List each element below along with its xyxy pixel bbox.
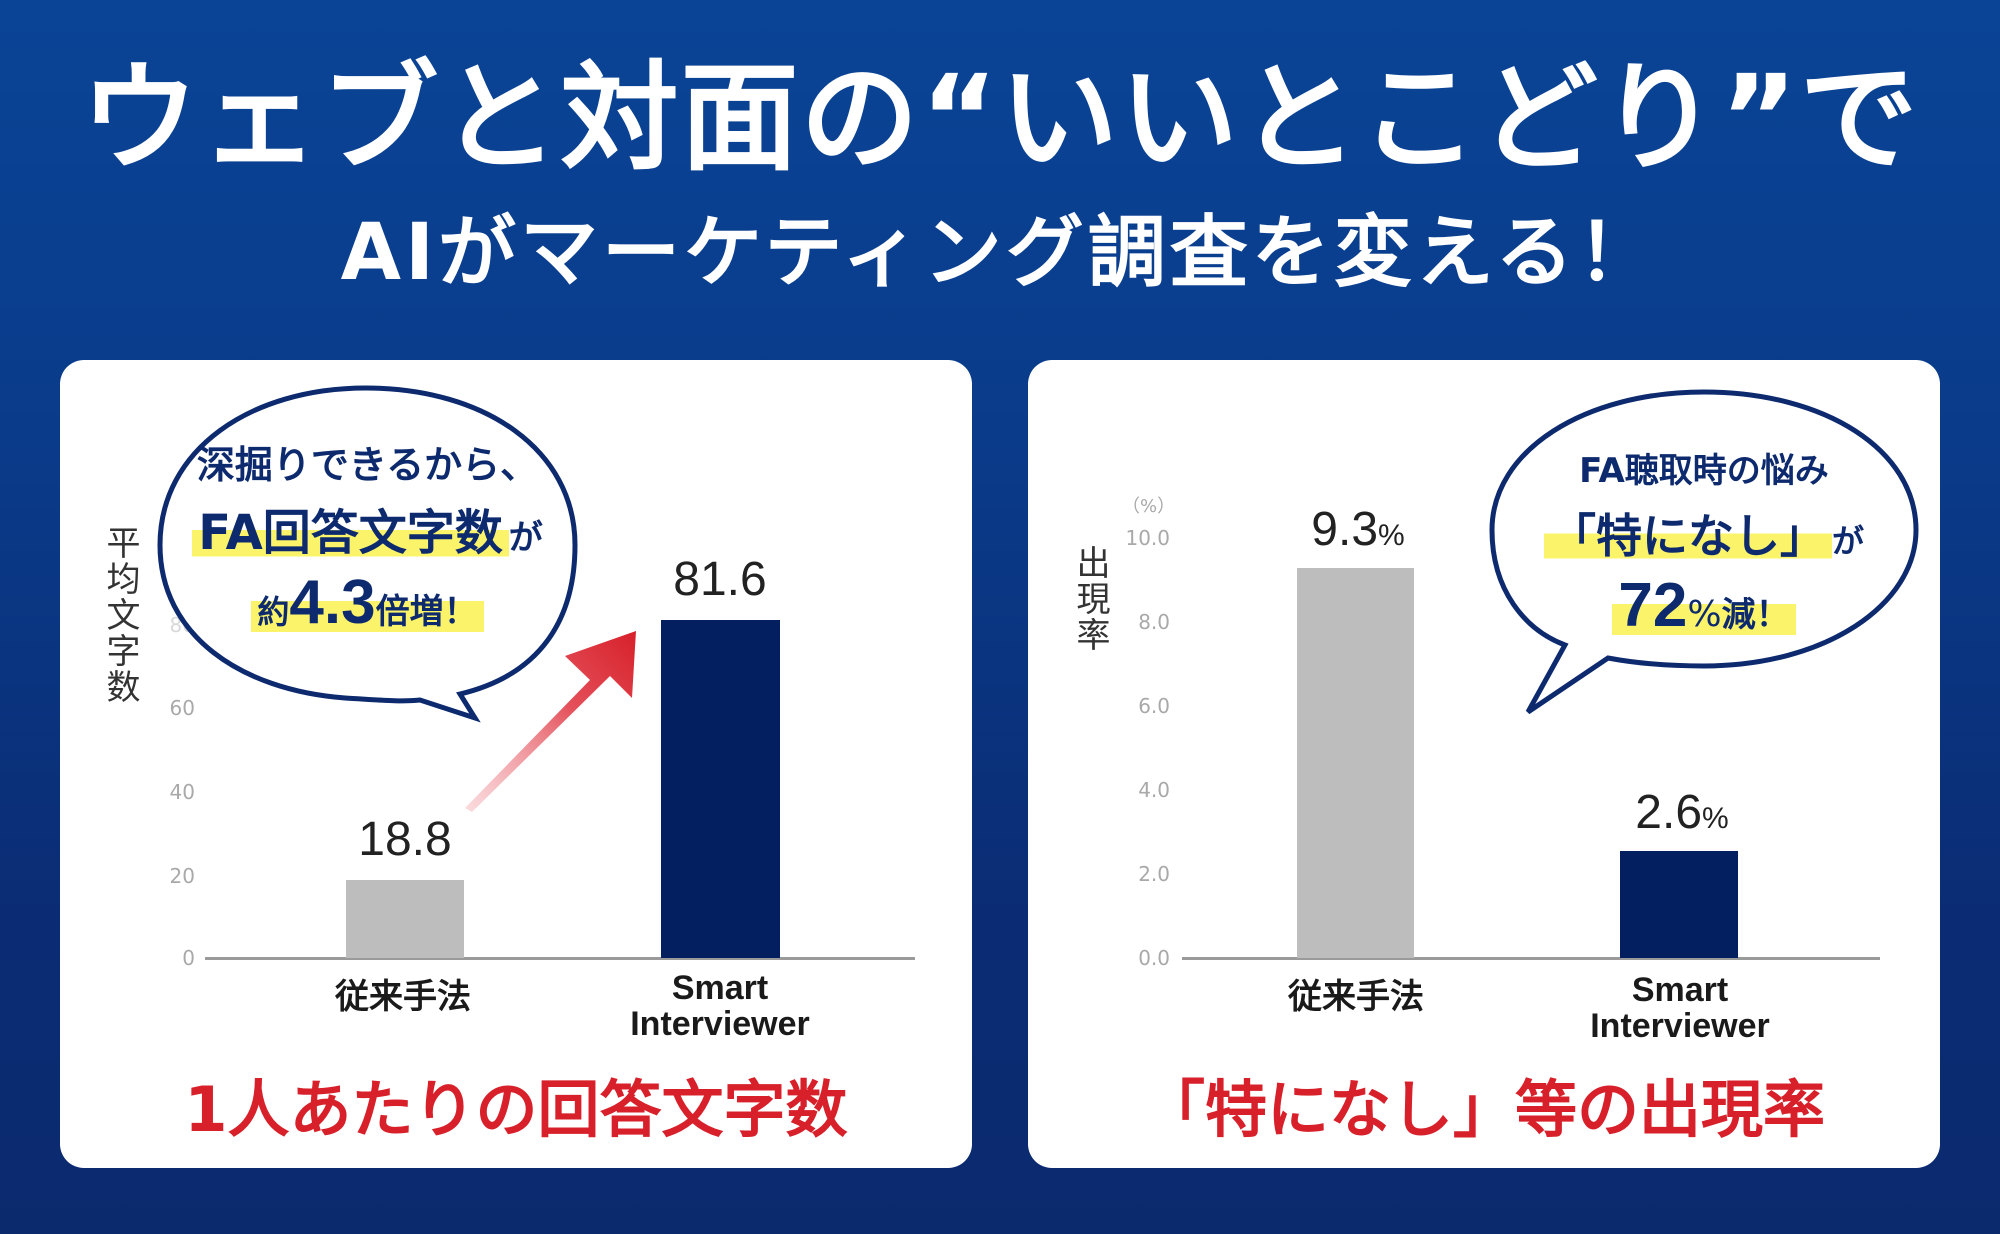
headline-main: ウェブと対面の“いいとこどり”で: [80, 49, 1920, 187]
value-unit: %: [1378, 519, 1405, 552]
caption-left: 1人あたりの回答文字数: [184, 1073, 848, 1146]
bubble-right-line1: FA聴取時の悩み: [1579, 451, 1829, 491]
bar-value-conventional-right: 9.3%: [1238, 505, 1478, 561]
x-axis-baseline-right: [1182, 957, 1880, 960]
category-label-smart-line1: Smart: [671, 969, 769, 1007]
y-tick: 0: [182, 946, 195, 970]
bubble-right-line3: 72%減！: [1492, 575, 1916, 646]
category-label-conventional: 従来手法: [335, 977, 471, 1017]
value-number: 9.3: [1311, 503, 1379, 556]
category-label-conventional-right: 従来手法: [1288, 977, 1424, 1017]
y-tick: 10.0: [1125, 526, 1170, 550]
bubble-right-suffix: 減！: [1721, 595, 1790, 635]
y-tick: 8.0: [1138, 610, 1170, 634]
bubble-left-suffix: 倍増！: [375, 592, 478, 632]
bar-conventional-left: [346, 880, 464, 958]
y-tick: 2.0: [1138, 862, 1170, 886]
bubble-right-number: 72: [1618, 571, 1688, 640]
bubble-right-pct: %: [1687, 594, 1722, 635]
value-unit: %: [1702, 802, 1729, 835]
bubble-left-highlight: FA回答文字数: [192, 505, 509, 561]
bubble-left-approx: 約: [257, 593, 290, 631]
bar-value-smart-right: 2.6%: [1562, 788, 1802, 844]
y-tick: 40: [169, 780, 195, 804]
x-axis-baseline-left: [205, 957, 915, 960]
bubble-right-highlight: 「特になし」: [1543, 509, 1832, 563]
category-label-smart-right: Smart Interviewer: [1530, 972, 1830, 1044]
y-axis-unit: （%）: [1122, 496, 1176, 517]
bar-conventional-right: [1297, 568, 1414, 958]
bar-value-smart: 81.6: [673, 553, 767, 606]
y-tick: 20: [169, 864, 195, 888]
bubble-left-particle: が: [508, 518, 543, 558]
bar-value-conventional: 18.8: [358, 813, 452, 866]
y-tick: 0.0: [1138, 946, 1170, 970]
category-label-smart-line2: Interviewer: [630, 1005, 810, 1043]
y-axis-label-right: 出現率: [1070, 545, 1110, 653]
bubble-left-line1: 深掘りできるから、: [196, 443, 539, 487]
bubble-left-number: 4.3: [289, 568, 376, 637]
category-label-smart-line2: Interviewer: [1590, 1007, 1770, 1045]
y-tick: 4.0: [1138, 778, 1170, 802]
caption-right: 「特になし」等の出現率: [1142, 1073, 1825, 1146]
bubble-right-line2: 「特になし」が: [1492, 508, 1916, 569]
y-tick: 6.0: [1138, 694, 1170, 718]
bubble-right-particle: が: [1831, 522, 1864, 560]
y-tick: 60: [169, 696, 195, 720]
bubble-left-line3: 約4.3倍増！: [160, 572, 575, 643]
category-label-smart: Smart Interviewer: [570, 970, 870, 1042]
category-label-smart-line1: Smart: [1631, 971, 1729, 1009]
headline-sub: AIがマーケティング調査を変える！: [340, 208, 1660, 298]
bar-smart-interviewer-left: [661, 620, 780, 958]
y-axis-label-left: 平均文字数: [100, 525, 140, 705]
value-number: 2.6: [1635, 786, 1703, 839]
bar-smart-interviewer-right: [1620, 851, 1738, 958]
bubble-left-line2: FA回答文字数が: [160, 505, 575, 566]
